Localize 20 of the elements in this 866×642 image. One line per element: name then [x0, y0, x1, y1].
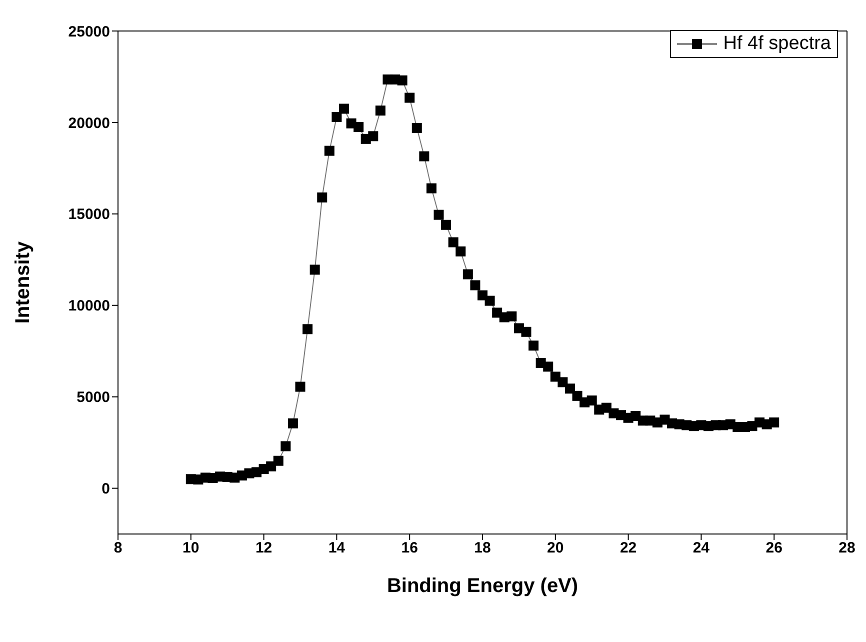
y-tick-label: 25000	[68, 23, 110, 40]
y-tick-label: 0	[102, 480, 110, 498]
x-tick-label: 28	[838, 540, 856, 557]
x-tick-label: 22	[620, 540, 637, 557]
x-tick-label: 14	[328, 540, 346, 557]
y-tick-label: 10000	[68, 298, 110, 315]
y-axis-title: Intensity	[12, 240, 34, 324]
x-tick-label: 26	[766, 540, 782, 557]
x-tick-label: 10	[182, 540, 200, 557]
x-tick-label: 24	[692, 540, 710, 557]
y-tick-label: 20000	[68, 114, 110, 132]
x-tick-label: 16	[401, 540, 418, 557]
y-tick-label: 5000	[76, 389, 110, 406]
y-tick-label: 15000	[68, 206, 110, 224]
x-tick-label: 18	[474, 540, 491, 557]
x-tick-label: 12	[255, 540, 272, 557]
x-tick-label: 20	[547, 540, 564, 557]
legend-label: Hf 4f spectra	[723, 33, 831, 55]
x-tick-label: 8	[114, 540, 122, 557]
x-axis-title: Binding Energy (eV)	[386, 575, 578, 597]
